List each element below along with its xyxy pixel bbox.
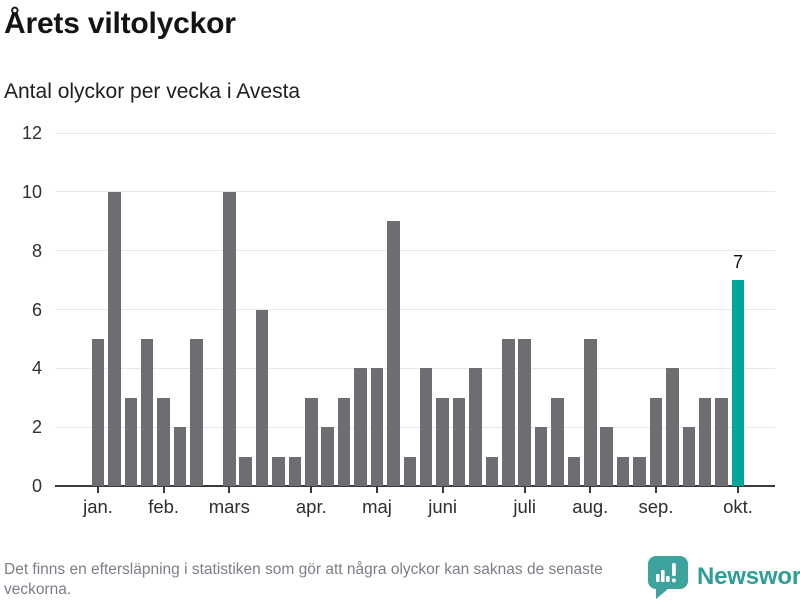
brand-name: Newsworthy	[697, 563, 800, 590]
footer-note: Det finns en eftersläpning i statistiken…	[4, 561, 603, 598]
bar	[666, 368, 679, 486]
y-axis-label: 0	[31, 476, 42, 496]
x-tick-mark	[523, 487, 526, 493]
x-axis-label: mars	[208, 496, 250, 517]
x-axis-label: aug.	[572, 496, 609, 517]
bar	[567, 456, 581, 486]
bar	[387, 221, 400, 486]
bar	[337, 397, 351, 486]
y-axis-label: 4	[31, 358, 42, 379]
bar	[239, 456, 252, 486]
bar-value-label: 7	[732, 252, 743, 273]
bar	[108, 191, 121, 486]
y-axis-label: 6	[31, 299, 42, 320]
bar	[600, 427, 613, 486]
y-axis-label: 12	[21, 123, 42, 143]
gridline	[55, 132, 775, 134]
x-axis-label: juli	[513, 496, 536, 517]
bar	[502, 338, 515, 486]
bar	[370, 368, 384, 486]
bar	[715, 397, 728, 486]
x-axis-label: maj	[362, 496, 392, 517]
bar	[616, 456, 630, 486]
bar	[354, 368, 367, 486]
gridline	[55, 309, 775, 310]
x-axis-label: okt.	[723, 496, 753, 517]
chart-title: Årets viltolyckor	[4, 7, 236, 40]
x-tick-mark	[589, 487, 592, 493]
highlighted-bar	[731, 280, 745, 486]
bar	[698, 397, 712, 486]
bar	[534, 427, 548, 486]
bar	[173, 427, 187, 486]
gridline	[55, 367, 775, 369]
gridline	[55, 191, 775, 193]
bar	[288, 456, 302, 486]
gridline	[55, 250, 775, 252]
bar	[452, 397, 466, 486]
x-axis-label: jan.	[83, 496, 113, 517]
bar	[255, 309, 269, 486]
x-axis-label: feb.	[148, 496, 180, 517]
bar	[321, 427, 334, 486]
x-tick-mark	[162, 487, 165, 493]
x-tick-mark	[375, 487, 378, 493]
x-axis-line	[55, 485, 775, 487]
bar	[633, 456, 646, 486]
x-tick-mark	[310, 487, 313, 493]
x-tick-mark	[654, 487, 657, 493]
bar	[403, 456, 417, 486]
bar	[682, 427, 695, 486]
x-axis-label: juni	[428, 496, 458, 517]
bar	[436, 397, 449, 486]
newsworthy-logo-icon	[648, 556, 688, 599]
bar	[157, 397, 170, 486]
bar	[649, 397, 663, 486]
x-tick-mark	[228, 487, 231, 493]
bar	[223, 191, 236, 486]
brand: Newsworthy	[648, 556, 800, 600]
bar	[419, 368, 433, 486]
bar	[305, 397, 318, 486]
x-axis-label: sep.	[638, 496, 674, 517]
plot-area: 0 2 4 6 8 10 12 jan. feb. mars apr. maj juni juli aug.…	[21, 123, 775, 517]
bar	[140, 338, 154, 486]
x-axis-label: apr.	[295, 496, 327, 517]
bar	[190, 338, 203, 486]
bar	[584, 338, 597, 486]
x-tick-mark	[736, 487, 739, 493]
gridline	[55, 426, 775, 428]
x-tick-mark	[441, 487, 444, 493]
bar	[469, 368, 482, 486]
bar	[91, 338, 105, 486]
y-axis-label: 8	[31, 240, 42, 261]
bar	[518, 338, 531, 486]
chart-subtitle: Antal olyckor per vecka i Avesta	[4, 80, 301, 103]
bar	[551, 397, 564, 486]
y-axis-label: 10	[21, 181, 42, 202]
bar	[485, 456, 499, 486]
x-tick-mark	[97, 487, 99, 493]
y-axis-label: 2	[31, 417, 42, 438]
bar	[272, 456, 285, 486]
bar	[124, 397, 138, 486]
